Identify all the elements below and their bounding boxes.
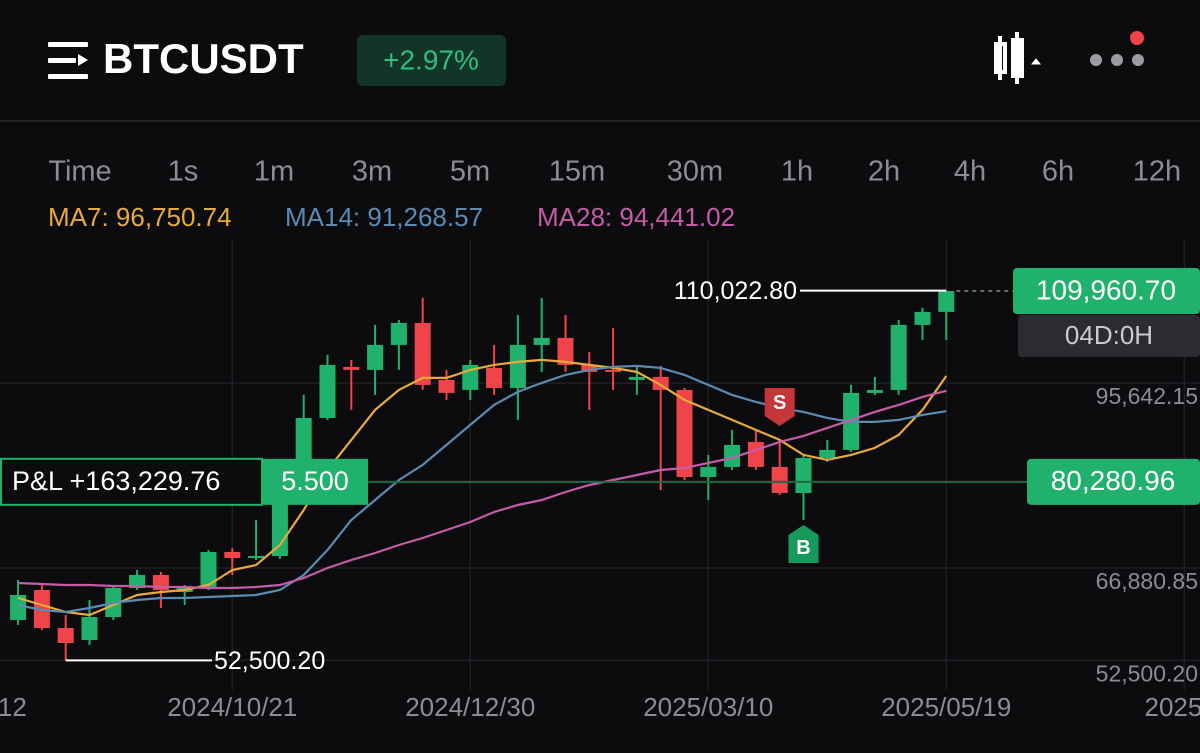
max-marker-label: 110,022.80: [674, 277, 797, 305]
chart: 08/12 2024/10/21 2024/12/30 2025/03/10 2025/…: [0, 240, 1200, 722]
timeframe-tab[interactable]: 1h: [781, 156, 813, 188]
legend-entry: MA7: 96,750.74: [48, 202, 232, 232]
candle-body: [557, 337, 574, 365]
timeframe-tab[interactable]: 1s: [168, 156, 199, 188]
buy-signal-label: B: [796, 537, 810, 559]
size-box: [262, 458, 368, 505]
dot: [1132, 54, 1144, 66]
timeframe-tabs: Time 1s 1m 3m 5m 15m 30m 1h 2h 4h 6h 12h: [48, 156, 1181, 188]
icon-bar: [48, 58, 76, 63]
candle-body: [724, 444, 741, 467]
candle-body: [866, 389, 883, 393]
timeframe-tab[interactable]: 3m: [352, 156, 392, 188]
candle-body: [890, 324, 907, 390]
min-marker-label: 52,500.20: [214, 647, 325, 675]
x-tick-label: 08/12: [0, 692, 27, 722]
icon-bar: [48, 74, 88, 79]
timeframe-tab[interactable]: 5m: [450, 156, 490, 188]
sell-signal-label: S: [773, 392, 786, 414]
position-label: 80,280.96: [1051, 465, 1176, 496]
timeframe-tab[interactable]: 15m: [549, 156, 605, 188]
candle-body: [57, 627, 74, 644]
x-tick-label: 2025/0: [1145, 692, 1200, 722]
candle-body: [438, 379, 455, 393]
candle-body: [319, 364, 336, 418]
menu-icon[interactable]: [48, 42, 88, 79]
candle-body: [533, 337, 550, 345]
ma-line: [18, 389, 947, 590]
ma-line: [17, 358, 948, 617]
more-icon[interactable]: [1090, 31, 1144, 66]
ma-legend: MA7: 96,750.74 MA14: 91,268.57 MA28: 94,44…: [48, 202, 735, 232]
position-badge: [1027, 458, 1200, 505]
candle-body: [700, 466, 717, 477]
candle-body: [747, 441, 764, 467]
legend-entry: MA28: 94,441.02: [537, 202, 735, 232]
timeframe-tab[interactable]: 4h: [954, 156, 986, 188]
countdown-badge: [1018, 315, 1200, 358]
candle-body: [676, 389, 693, 477]
candle-body: [771, 466, 788, 493]
y-tick-label: 66,880.85: [1096, 568, 1198, 594]
last-price-badge: [1013, 268, 1200, 315]
candle-body: [343, 366, 360, 370]
change-badge: [357, 35, 506, 86]
icon-bar: [48, 42, 88, 47]
candle-body: [81, 616, 98, 640]
candle-body: [414, 322, 431, 385]
timeframe-tab[interactable]: Time: [48, 156, 111, 188]
countdown-label: 04D:0H: [1065, 320, 1153, 350]
candle-body: [390, 322, 407, 345]
symbol[interactable]: BTCUSDT: [103, 35, 304, 82]
x-tick-label: 2025/03/10: [643, 692, 773, 722]
timeframe-tab[interactable]: 1m: [254, 156, 294, 188]
candle-body: [795, 457, 812, 493]
dot: [1111, 54, 1123, 66]
candle-body: [129, 574, 146, 588]
candle-body: [271, 496, 288, 556]
candle-body: [367, 344, 384, 370]
y-tick-label: 52,500.20: [1096, 661, 1198, 687]
chart-type-icon[interactable]: [994, 32, 1042, 84]
legend-entry: MA14: 91,268.57: [285, 202, 483, 232]
size-label: 5.500: [281, 466, 349, 496]
x-tick-label: 2024/10/21: [167, 692, 297, 722]
y-tick-label: 95,642.15: [1096, 383, 1198, 409]
x-tick-label: 2024/12/30: [405, 692, 535, 722]
candle-body: [605, 369, 622, 372]
buy-signal: [788, 524, 819, 563]
candle-body: [248, 555, 265, 558]
candle-body: [10, 594, 27, 620]
candle-body: [914, 311, 931, 325]
candle-body: [938, 291, 955, 312]
icon-caret: [1030, 58, 1042, 65]
change-percent: +2.97%: [383, 44, 479, 75]
candle-body: [628, 376, 645, 380]
candle-body: [581, 364, 598, 372]
timeframe-tab[interactable]: 30m: [667, 156, 723, 188]
pnl-box[interactable]: [0, 457, 263, 506]
candle-body: [200, 551, 217, 588]
dot: [1090, 54, 1102, 66]
candle-body: [224, 551, 241, 558]
icon-arrow: [78, 54, 88, 66]
notification-dot: [1130, 31, 1144, 45]
timeframe-tab[interactable]: 2h: [868, 156, 900, 188]
timeframe-tab[interactable]: 12h: [1133, 156, 1181, 188]
candle-body: [819, 449, 836, 458]
x-tick-label: 2025/05/19: [881, 692, 1011, 722]
timeframe-tab[interactable]: 6h: [1042, 156, 1074, 188]
candle-body: [486, 367, 503, 388]
pnl-label: P&L +163,229.76: [12, 466, 220, 496]
last-price-label: 109,960.70: [1036, 274, 1176, 305]
sell-signal: [764, 387, 795, 426]
candle-body: [509, 344, 526, 388]
